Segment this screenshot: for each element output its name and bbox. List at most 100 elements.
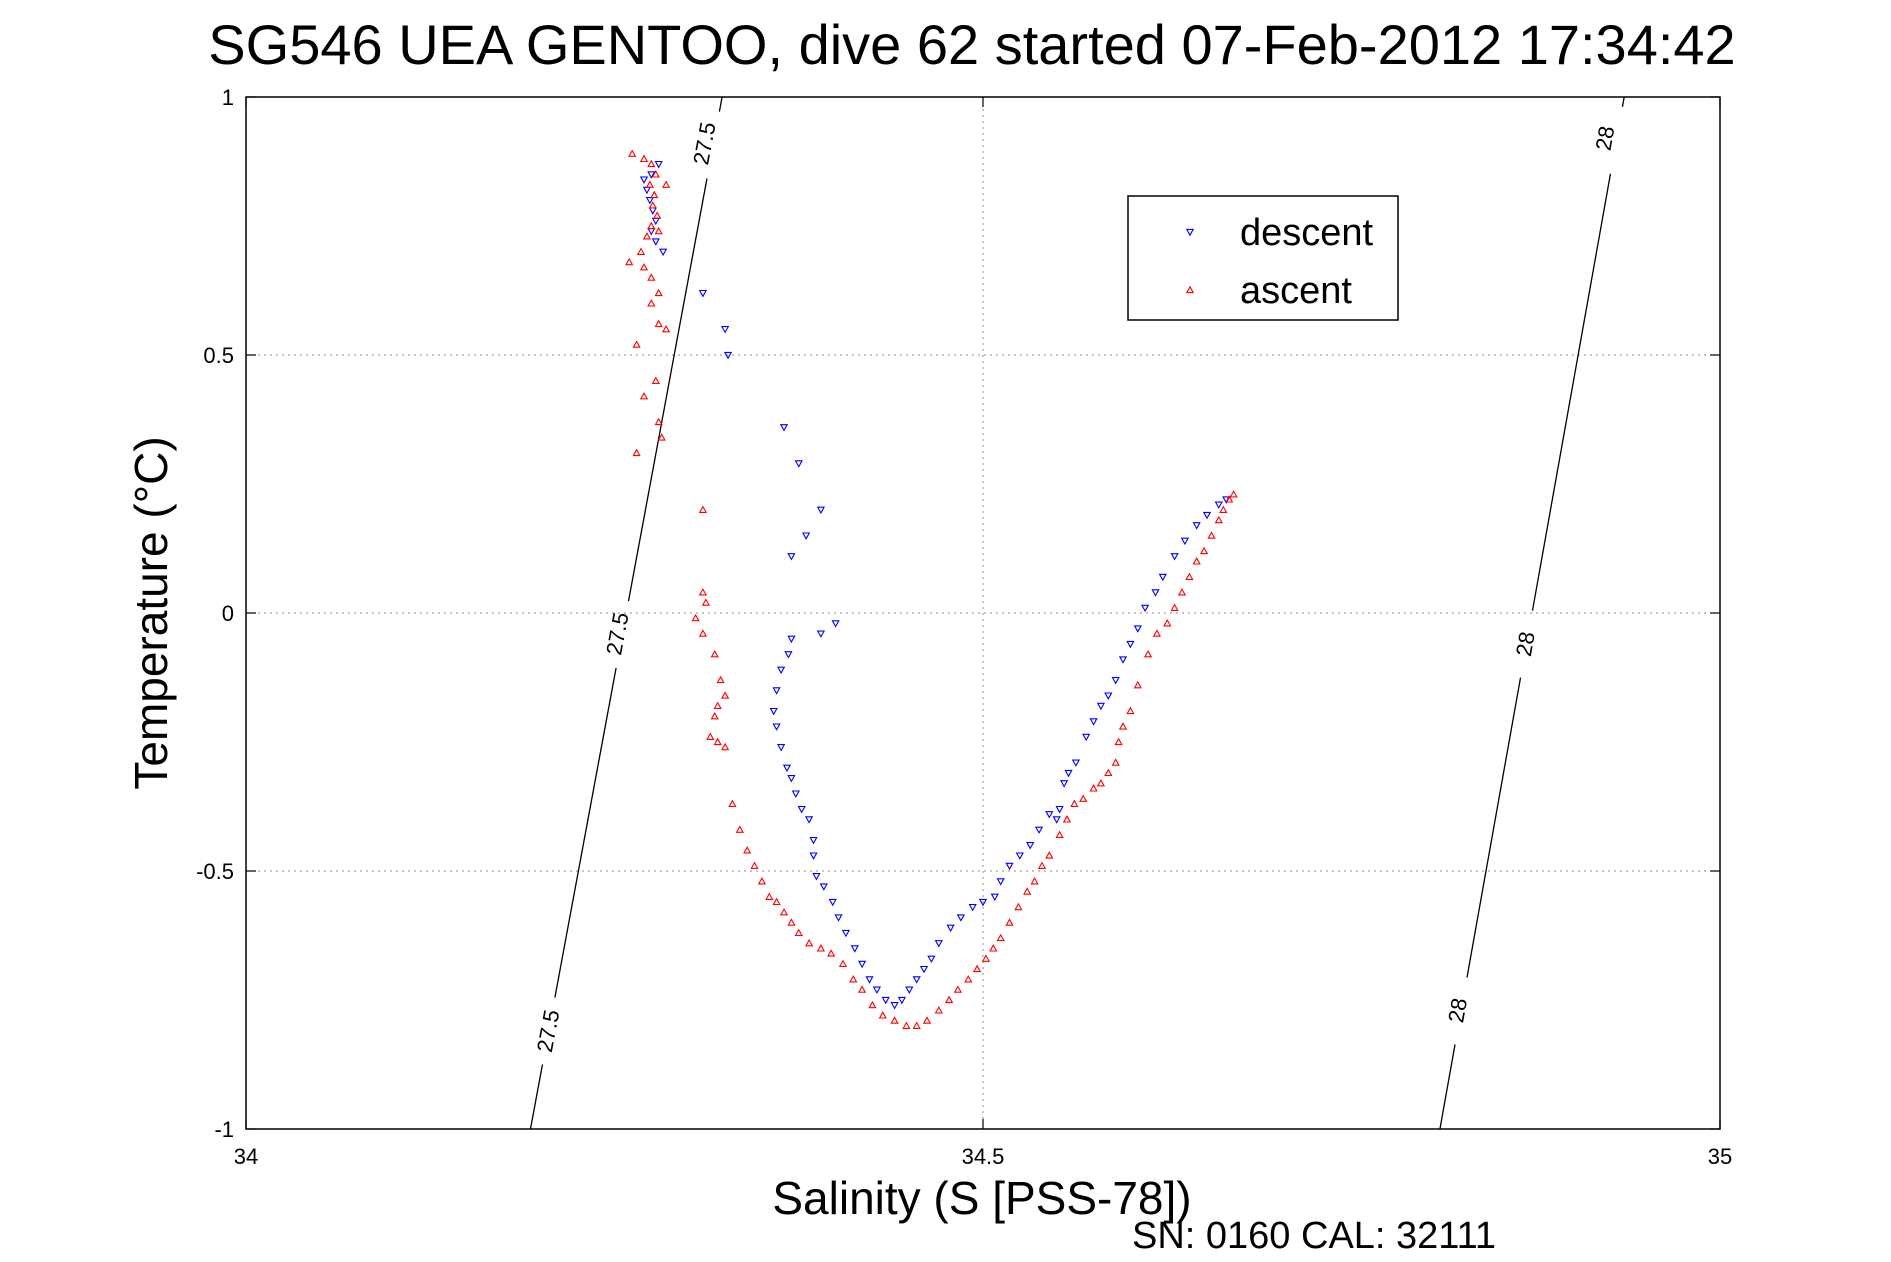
density-contour-line — [1531, 173, 1612, 611]
ascent-point — [743, 846, 752, 854]
ascent-point — [1143, 649, 1153, 658]
descent-point — [881, 996, 890, 1005]
descent-point — [905, 986, 914, 995]
descent-point — [809, 836, 818, 845]
descent-point — [787, 635, 796, 644]
descent-point — [897, 996, 907, 1005]
descent-point — [812, 873, 821, 881]
ascent-point — [653, 211, 662, 219]
descent-point — [1126, 640, 1135, 649]
ascent-point — [710, 649, 719, 658]
descent-point — [872, 986, 882, 995]
density-contour-line — [1466, 677, 1522, 978]
ascent-point — [1079, 794, 1088, 802]
descent-point — [1214, 501, 1223, 509]
ascent-point — [1111, 758, 1120, 766]
ascent-point — [944, 995, 954, 1004]
ascent-point — [661, 324, 671, 333]
ascent-point — [716, 675, 725, 684]
descent-point — [1089, 718, 1098, 726]
ascent-point — [1177, 588, 1187, 596]
ascent-point — [1214, 515, 1223, 524]
ascent-point — [625, 257, 634, 266]
descent-point — [1005, 862, 1014, 871]
y-axis-label: Temperature (°C) — [125, 436, 177, 789]
ascent-point — [654, 417, 663, 426]
ascent-point — [1055, 830, 1064, 838]
y-tick-label: 0.5 — [203, 343, 234, 368]
ascent-point — [654, 319, 663, 328]
ascent-point — [1023, 887, 1032, 895]
ascent-point — [713, 701, 722, 709]
descent-point — [720, 326, 730, 334]
ascent-point — [1045, 851, 1054, 859]
descent-point — [919, 965, 929, 974]
density-contour-line — [1439, 1044, 1456, 1130]
descent-point — [1064, 769, 1073, 778]
descent-point — [1026, 842, 1035, 850]
ascent-point — [922, 1016, 932, 1024]
ascent-point — [661, 180, 671, 188]
sensor-info: SN: 0160 CAL: 32111 — [1132, 1215, 1496, 1257]
ascent-point — [1170, 603, 1179, 611]
descent-point — [1052, 816, 1061, 824]
density-contour-line — [627, 178, 708, 602]
descent-point — [782, 764, 792, 773]
y-tick-label: -0.5 — [196, 859, 234, 884]
data-series — [625, 149, 1238, 1029]
x-tick-label: 34.5 — [962, 1144, 1005, 1169]
ascent-point — [710, 711, 719, 720]
ascent-point — [735, 825, 744, 833]
ascent-point — [654, 288, 663, 297]
y-tick-label: 0 — [222, 601, 234, 626]
series-descent — [639, 160, 1231, 1010]
ascent-point — [1070, 799, 1079, 808]
ascent-point — [794, 928, 803, 937]
ascent-point — [1096, 778, 1106, 787]
ascent-point — [1133, 680, 1142, 689]
descent-point — [1096, 702, 1106, 711]
descent-point — [816, 630, 826, 638]
ascent-point — [639, 262, 649, 271]
x-tick-label: 34 — [234, 1144, 258, 1169]
descent-point — [1158, 573, 1167, 582]
ascent-point — [632, 340, 641, 348]
ascent-point — [650, 190, 659, 199]
descent-point — [1071, 759, 1081, 767]
ascent-point — [647, 159, 656, 168]
grid-lines — [246, 97, 1720, 1129]
legend-marker-descent — [1185, 228, 1195, 237]
ascent-point — [701, 598, 711, 606]
descent-point — [1082, 733, 1091, 742]
descent-point — [1170, 553, 1179, 561]
descent-point — [927, 955, 936, 964]
ascent-point — [1199, 546, 1209, 555]
contour-label: 28 — [1511, 630, 1540, 658]
descent-point — [772, 687, 781, 695]
ascent-point — [989, 944, 998, 952]
descent-point — [772, 723, 781, 731]
legend-label-ascent: ascent — [1240, 270, 1352, 312]
descent-point — [828, 898, 837, 907]
ascent-point — [632, 448, 641, 457]
ascent-point — [1163, 618, 1172, 627]
ascent-point — [1192, 557, 1201, 565]
ascent-point — [953, 985, 963, 993]
ascent-point — [1005, 918, 1014, 926]
ascent-point — [981, 954, 991, 962]
descent-point — [834, 914, 843, 922]
contour-label: 28 — [1591, 124, 1620, 152]
axis-ticks: 34 34.5 35 1 0.5 0 -0.5 -1 — [196, 85, 1732, 1169]
descent-point — [1180, 537, 1190, 546]
legend: descent ascent — [1127, 195, 1399, 321]
ascent-point — [642, 231, 652, 240]
descent-point — [865, 976, 874, 984]
density-contour-line — [529, 1064, 544, 1130]
descent-point — [831, 620, 840, 628]
ascent-point — [1089, 784, 1098, 792]
descent-point — [779, 424, 789, 432]
ascent-point — [964, 975, 973, 983]
ascent-point — [1062, 815, 1072, 823]
descent-point — [1140, 604, 1150, 613]
